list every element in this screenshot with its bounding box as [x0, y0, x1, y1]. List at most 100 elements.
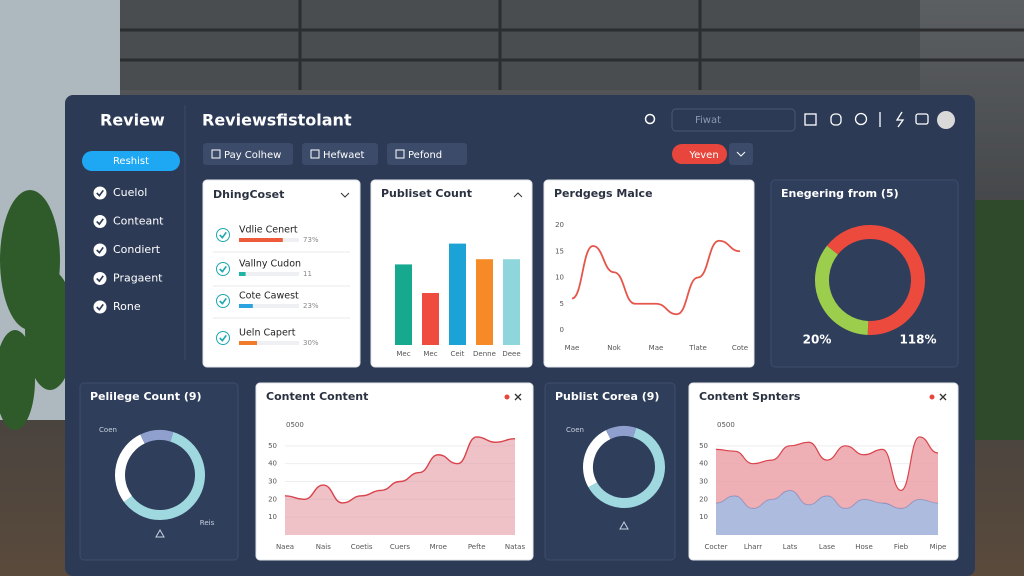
- button-label[interactable]: Pay Colhew: [224, 150, 281, 161]
- y-tick-label: 20: [699, 495, 708, 503]
- brand: Review: [100, 111, 165, 130]
- y-tick-label: 30: [268, 478, 277, 486]
- bar: [503, 259, 520, 345]
- dropdown-chevron: [736, 151, 746, 157]
- x-tick-label: Cocter: [705, 543, 728, 551]
- card-title: Content Content: [266, 390, 368, 403]
- check-ring: [216, 331, 230, 345]
- y-tick-label: 0: [560, 326, 564, 334]
- card-title: Publiset Count: [381, 187, 472, 200]
- item-label: Ueln Capert: [239, 328, 296, 339]
- x-tick-label: Nais: [316, 543, 331, 551]
- page-title: Reviewsfistolant: [202, 111, 352, 130]
- check-mark: [96, 303, 104, 311]
- donut-segment: [826, 225, 925, 335]
- card: [544, 382, 676, 561]
- donut-segment: [606, 426, 637, 440]
- x-tick-label: Mipe: [930, 543, 947, 551]
- x-tick-label: Denne: [473, 350, 496, 358]
- y-tick-label: 40: [699, 460, 708, 468]
- check-mark: [96, 189, 104, 197]
- x-tick-label: Lase: [819, 543, 835, 551]
- item-label: Vallny Cudon: [239, 259, 301, 270]
- y-tick-label: 20: [268, 495, 277, 503]
- chart-note: 0500: [717, 421, 735, 429]
- nav-item-active[interactable]: [82, 151, 180, 171]
- y-tick-label: 10: [699, 513, 708, 521]
- toolbar-button[interactable]: [302, 143, 378, 165]
- nav-label[interactable]: Cuelol: [113, 186, 147, 199]
- x-tick-label: Cuers: [390, 543, 411, 551]
- donut-segment: [583, 430, 611, 488]
- x-tick-label: Fieb: [894, 543, 909, 551]
- bar: [422, 293, 439, 345]
- x-tick-label: Deee: [502, 350, 520, 358]
- button-label[interactable]: Hefwaet: [323, 150, 364, 161]
- search-box[interactable]: [671, 108, 796, 132]
- progress-bar: [239, 304, 253, 308]
- x-tick-label: Naea: [276, 543, 294, 551]
- status-dot: [504, 394, 510, 400]
- nav-label[interactable]: Conteant: [113, 215, 164, 228]
- x-tick-label: Coetis: [351, 543, 373, 551]
- button-label[interactable]: Pefond: [408, 150, 442, 161]
- bar: [449, 243, 466, 345]
- button-icon: [310, 149, 320, 159]
- card-title: Enegering from (5): [781, 187, 899, 200]
- y-tick-label: 5: [560, 300, 564, 308]
- action-button[interactable]: [672, 144, 727, 164]
- donut-caption: Coen: [99, 426, 117, 434]
- x-tick-label: Tlate: [688, 344, 707, 352]
- close-icon[interactable]: [939, 393, 947, 401]
- x-tick-label: Natas: [505, 543, 526, 551]
- item-value: 30%: [303, 339, 319, 347]
- status-dot: [929, 394, 935, 400]
- check-mark: [219, 265, 227, 273]
- donut-segment: [115, 434, 145, 502]
- check-mark: [219, 297, 227, 305]
- nav-label[interactable]: Condiert: [113, 243, 161, 256]
- x-tick-label: Nok: [607, 344, 622, 352]
- area: [716, 436, 938, 509]
- donut-caption: 20%: [803, 333, 832, 347]
- check-mark: [96, 218, 104, 226]
- nav-label[interactable]: Rone: [113, 300, 141, 313]
- item-label: Cote Cawest: [239, 291, 299, 302]
- line: [571, 239, 741, 316]
- area-line: [284, 436, 516, 504]
- toolbar-button[interactable]: [203, 143, 293, 165]
- x-tick-label: Lats: [783, 543, 798, 551]
- x-tick-label: Cote: [732, 344, 748, 352]
- nav-label[interactable]: Pragaent: [113, 272, 163, 285]
- item-value: 11: [303, 270, 312, 278]
- y-tick-label: 50: [268, 442, 277, 450]
- donut-caption: Reis: [200, 519, 215, 527]
- search-icon[interactable]: [644, 113, 656, 125]
- donut-segment: [140, 430, 174, 444]
- card-title: Pelilege Count (9): [90, 390, 202, 403]
- check-icon: [216, 294, 230, 308]
- toolbar-button[interactable]: [387, 143, 467, 165]
- nav-label[interactable]: Reshist: [113, 156, 149, 167]
- check-icon: [93, 215, 107, 228]
- check-icon: [93, 186, 107, 200]
- action-dropdown[interactable]: [729, 143, 753, 165]
- action-label[interactable]: Yeven: [688, 150, 718, 161]
- x-tick-label: Ceit: [451, 350, 465, 358]
- y-tick-label: 10: [555, 274, 564, 282]
- plant-right: [975, 200, 1024, 440]
- progress-track: [239, 341, 299, 345]
- check-icon: [93, 243, 107, 257]
- header-icons[interactable]: [804, 111, 929, 128]
- y-tick-label: 10: [268, 513, 277, 521]
- ceiling-beams: [120, 0, 1024, 90]
- x-tick-label: Mec: [423, 350, 437, 358]
- chart-note: 0500: [286, 421, 304, 429]
- close-icon[interactable]: [514, 393, 522, 401]
- card-title: DhingCoset: [213, 188, 284, 201]
- progress-bar: [239, 272, 246, 276]
- x-tick-label: Mae: [565, 344, 580, 352]
- avatar[interactable]: [937, 111, 955, 129]
- bar: [395, 264, 412, 345]
- donut-segment: [123, 432, 205, 520]
